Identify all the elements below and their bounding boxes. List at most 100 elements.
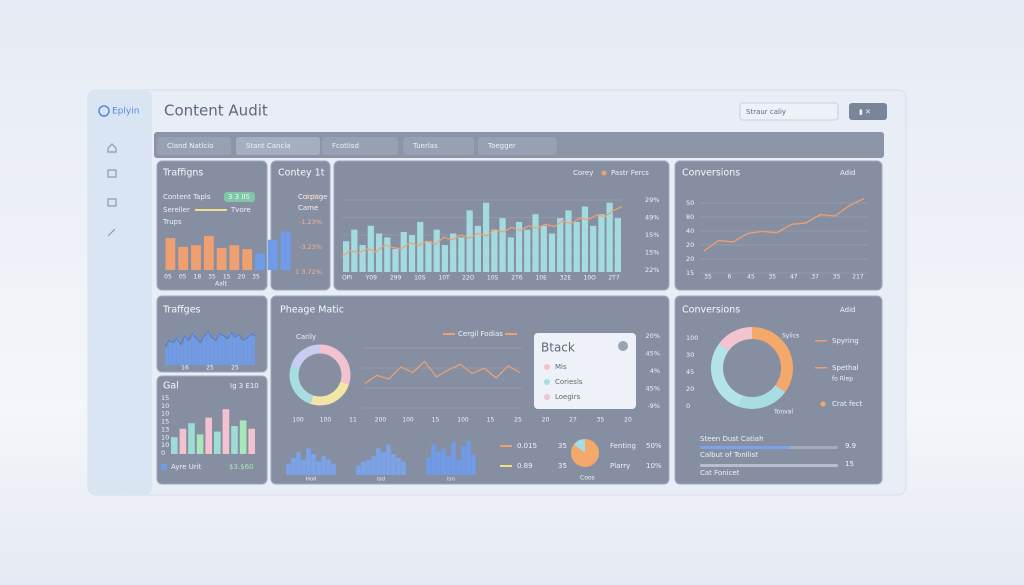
select-label: Straur caliy	[746, 108, 786, 116]
axis-label: 15%	[645, 249, 659, 257]
bar	[343, 241, 350, 272]
axis-label: 49%	[645, 214, 659, 222]
legend-label: Fenting	[610, 442, 636, 450]
bar	[210, 338, 214, 365]
bar	[483, 202, 490, 272]
select-label[interactable]: Adid	[840, 169, 856, 177]
bar	[391, 454, 396, 475]
tab[interactable]	[157, 137, 231, 155]
legend-swatch	[500, 445, 512, 447]
tab-label[interactable]: Fcotlisd	[332, 142, 359, 150]
axis-label: 35	[252, 274, 260, 281]
donut-segment	[711, 327, 793, 409]
axis-label: 20%	[646, 332, 660, 340]
nav-home[interactable]	[107, 143, 117, 153]
axis-label: 2T7	[608, 275, 619, 282]
line	[164, 330, 256, 348]
tooltip-item: Loegirs	[555, 393, 581, 401]
bar	[301, 459, 306, 475]
axis-label: 100	[292, 417, 304, 424]
bar	[180, 344, 184, 365]
bar	[548, 233, 556, 272]
bar	[236, 334, 240, 365]
axis-label: 20	[238, 274, 246, 281]
axis-label: 32E	[560, 275, 572, 282]
axis-label: 45	[747, 274, 755, 281]
label: Coos	[580, 475, 595, 482]
bar	[280, 231, 291, 270]
bar	[165, 238, 176, 270]
axis-label: -9%	[647, 402, 660, 410]
legend-dot	[820, 401, 826, 407]
legend-label: Spyring	[832, 337, 859, 345]
window-controls[interactable]	[849, 103, 887, 120]
logo: Eplyin	[112, 107, 139, 117]
bar	[351, 229, 358, 272]
axis-label: 13	[161, 425, 169, 433]
row-label: Cat Fonicet	[700, 469, 740, 477]
bar	[441, 245, 449, 272]
bar	[291, 457, 296, 475]
axis-label: 27	[569, 417, 577, 424]
nav-doc[interactable]	[107, 198, 117, 207]
tab[interactable]	[478, 137, 557, 155]
panel-title: Conversions	[682, 305, 740, 316]
bar	[446, 456, 451, 475]
tab-label[interactable]: Toegger	[487, 142, 516, 150]
tab[interactable]	[236, 137, 320, 155]
axis-label: 05	[164, 274, 172, 281]
bar	[466, 440, 471, 475]
donut-segment	[711, 327, 793, 409]
tooltip-item: Mis	[555, 363, 567, 371]
axis-label: 45%	[646, 385, 660, 393]
bar	[532, 214, 539, 272]
bar	[606, 202, 613, 272]
bar	[400, 231, 407, 272]
bar	[326, 459, 331, 475]
tab[interactable]	[322, 137, 398, 155]
stat: 3.2%	[305, 193, 322, 201]
axis-label: 200	[375, 417, 387, 424]
axis-label: 05	[179, 274, 187, 281]
nav-edit[interactable]	[107, 228, 116, 237]
bar	[232, 337, 237, 365]
tab-label[interactable]: Stant Cancla	[246, 142, 291, 150]
axis-label: 299	[390, 275, 402, 282]
legend-dot	[544, 379, 550, 385]
tab-label[interactable]: Tuerlas	[412, 142, 438, 150]
legend-label: Ayre Urit	[171, 463, 202, 471]
axis-label: 10	[161, 433, 169, 441]
bar	[247, 333, 252, 365]
axis-label: 35	[597, 417, 605, 424]
axis-label: 6	[728, 274, 732, 281]
axis-label: 20	[686, 241, 694, 249]
axis-label: 45%	[646, 350, 660, 358]
bar	[499, 218, 506, 272]
select-label[interactable]: Adid	[840, 306, 856, 314]
bar	[216, 248, 227, 270]
bar	[195, 338, 199, 365]
select[interactable]	[739, 102, 839, 121]
bar	[524, 229, 531, 272]
badge-text: 3 3 IIS	[228, 193, 250, 201]
bar	[507, 237, 514, 272]
tooltip-item: Coriesls	[555, 378, 583, 386]
axis-label: 100	[457, 417, 469, 424]
tooltip	[534, 333, 636, 409]
legend-label: Spethal	[832, 364, 859, 372]
spark-label: Isn	[447, 477, 455, 483]
label: Content Tapls	[163, 193, 211, 201]
bar	[187, 340, 192, 365]
page-title: Content Audit	[164, 102, 268, 120]
stat: 0.89	[517, 462, 533, 470]
axis-label: 35	[208, 274, 216, 281]
total: $3.$60	[229, 463, 254, 471]
nav-lock[interactable]	[107, 169, 117, 178]
axis-label: 15	[487, 417, 495, 424]
bar	[451, 442, 456, 475]
tooltip-title: Btack	[541, 341, 575, 355]
bar	[168, 340, 173, 365]
tab-label[interactable]: Cland Natlcio	[167, 142, 214, 150]
tab[interactable]	[403, 137, 474, 155]
